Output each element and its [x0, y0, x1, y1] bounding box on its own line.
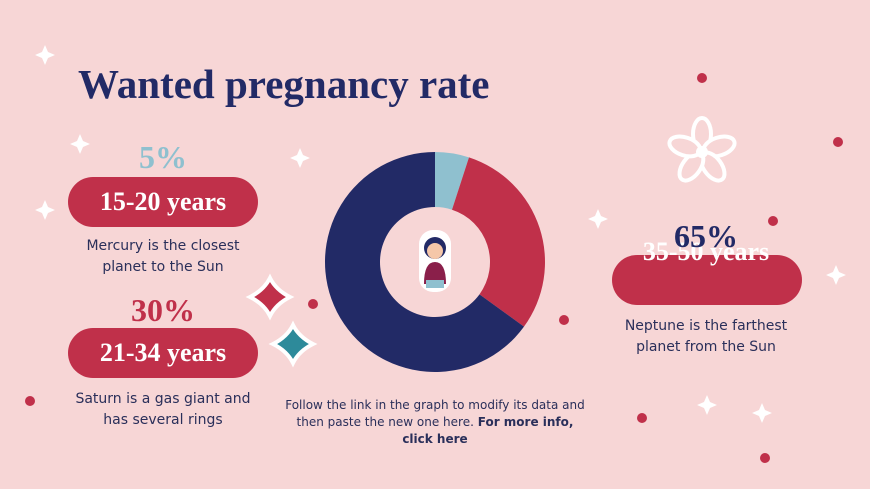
sparkles — [35, 45, 846, 423]
footer-link[interactable]: For more info, click here — [402, 415, 574, 446]
donut-segment — [451, 157, 545, 327]
category-pill — [68, 328, 258, 378]
woman-icon — [419, 230, 451, 292]
diamond-teal — [268, 320, 318, 368]
decorations — [25, 73, 843, 463]
category-label: 35-50 years — [642, 237, 770, 266]
donut-segment — [435, 152, 469, 210]
value-label: 65% — [674, 218, 738, 254]
description: Saturn is a gas giant and has several ri… — [75, 391, 251, 428]
value-label: 5% — [139, 139, 187, 175]
category-pill — [612, 255, 802, 305]
value-label: 30% — [131, 292, 195, 328]
title: Wanted pregnancy rate — [78, 61, 490, 107]
donut — [324, 152, 545, 372]
description: Mercury is the closest planet to the Sun — [86, 238, 240, 275]
description: Neptune is the farthest planet from the … — [624, 318, 788, 355]
flower — [667, 116, 737, 183]
category-label: 21-34 years — [99, 338, 227, 367]
category-label: 15-20 years — [99, 187, 227, 216]
footer-text: Follow the link in the graph to modify i… — [285, 398, 585, 429]
diamond-red — [245, 273, 295, 321]
category-pill — [68, 177, 258, 227]
footer: Follow the link in the graph to modify i… — [285, 397, 585, 448]
donut-segment — [324, 152, 524, 372]
